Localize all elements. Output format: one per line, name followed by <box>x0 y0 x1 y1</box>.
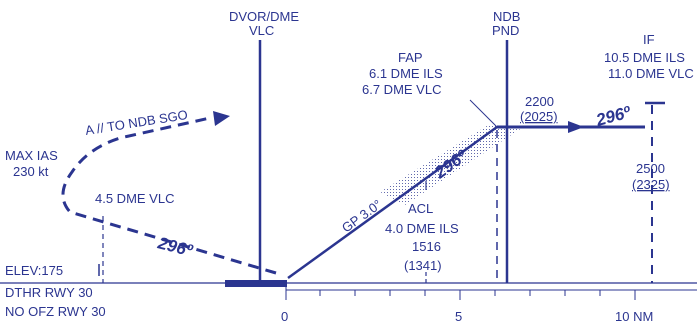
runway-bar <box>225 280 287 287</box>
missed-approach-label: A // TO NDB SGO <box>84 107 189 138</box>
if-label-2: 10.5 DME ILS <box>604 50 685 65</box>
missed-approach-course: 296º <box>155 233 195 260</box>
inbound-arrowhead <box>568 121 584 133</box>
glidepath-angle: GP 3.0° <box>339 197 385 236</box>
distance-scale <box>285 283 697 300</box>
fap-label-1: FAP <box>398 50 423 65</box>
scale-tick-0: 0 <box>281 309 288 324</box>
fap-label-2: 6.1 DME ILS <box>369 66 443 81</box>
ndb-label-2: PND <box>492 23 519 38</box>
missed-approach-path <box>61 116 277 275</box>
fap-leader <box>469 99 498 128</box>
glidepath-line <box>287 125 498 280</box>
dme45-label: 4.5 DME VLC <box>95 191 174 206</box>
missed-approach-arrowhead <box>213 111 230 126</box>
fap-label-3: 6.7 DME VLC <box>362 82 441 97</box>
acl-label-2: 4.0 DME ILS <box>385 221 459 236</box>
dvor-label-2: VLC <box>249 23 274 38</box>
alt-2500: 2500 <box>636 161 665 176</box>
elevation-label: ELEV:175 <box>5 263 63 278</box>
dthr-label: DTHR RWY 30 <box>5 285 93 300</box>
max-ias-label-1: MAX IAS <box>5 148 58 163</box>
acl-label-3: 1516 <box>412 239 441 254</box>
scale-tick-5: 5 <box>455 309 462 324</box>
alt-2325: (2325) <box>632 177 670 192</box>
alt-2025: (2025) <box>520 109 558 124</box>
acl-label-1: ACL <box>408 201 433 216</box>
if-label-1: IF <box>643 32 655 47</box>
ndb-label-1: NDB <box>493 9 520 24</box>
scale-tick-10: 10 NM <box>615 309 653 324</box>
alt-2200: 2200 <box>525 94 554 109</box>
if-label-3: 11.0 DME VLC <box>608 66 694 81</box>
ofz-label: NO OFZ RWY 30 <box>5 304 106 319</box>
dvor-label-1: DVOR/DME <box>229 9 299 24</box>
acl-label-4: (1341) <box>404 258 442 273</box>
max-ias-label-2: 230 kt <box>13 164 49 179</box>
